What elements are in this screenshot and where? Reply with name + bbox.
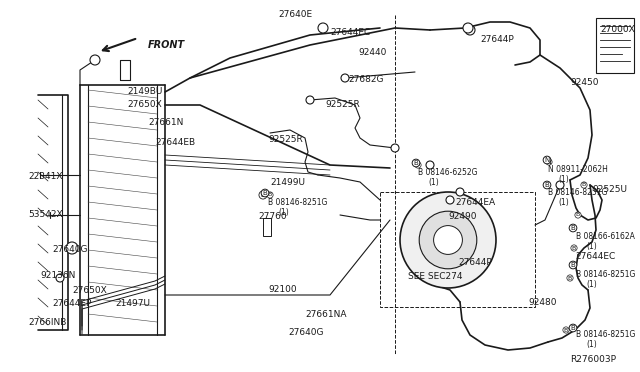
Text: 92440: 92440 [358, 48, 387, 57]
Text: (1): (1) [586, 280, 596, 289]
Text: B: B [571, 262, 575, 268]
Circle shape [306, 96, 314, 104]
Text: 27640G: 27640G [52, 245, 88, 254]
Circle shape [56, 274, 64, 282]
Text: (1): (1) [278, 208, 289, 217]
Text: B: B [568, 276, 572, 280]
Text: 27644EC: 27644EC [330, 28, 371, 37]
Text: 2149BU: 2149BU [127, 87, 163, 96]
Text: B 08146-8251G: B 08146-8251G [268, 198, 328, 207]
Text: B: B [545, 182, 549, 188]
Text: 92450: 92450 [570, 78, 598, 87]
Circle shape [434, 225, 463, 254]
Circle shape [391, 144, 399, 152]
Text: N 08911-2062H: N 08911-2062H [548, 165, 608, 174]
Text: B: B [564, 327, 568, 333]
Text: FRONT: FRONT [148, 40, 185, 50]
Circle shape [463, 23, 473, 33]
Bar [380, 192, 535, 307]
Text: R276003P: R276003P [570, 355, 616, 364]
Text: 27644EP: 27644EP [52, 299, 92, 308]
Text: (1): (1) [586, 242, 596, 251]
Text: B: B [572, 246, 576, 250]
Text: 92525U: 92525U [592, 185, 627, 194]
Text: 27661NA: 27661NA [305, 310, 346, 319]
Text: 27644P: 27644P [458, 258, 492, 267]
Text: 92490: 92490 [448, 212, 477, 221]
Text: 92480: 92480 [528, 298, 557, 307]
Text: 27000X: 27000X [600, 25, 635, 34]
Circle shape [341, 74, 349, 82]
Text: B: B [262, 190, 268, 196]
Text: B 08146-8251G: B 08146-8251G [576, 330, 636, 339]
Circle shape [465, 25, 475, 35]
Text: B: B [582, 183, 586, 187]
Text: 27644EA: 27644EA [455, 198, 495, 207]
Text: 92100: 92100 [268, 285, 296, 294]
Text: B 08146-8251G: B 08146-8251G [576, 270, 636, 279]
Text: 92525R: 92525R [325, 100, 360, 109]
Text: B: B [416, 163, 420, 167]
Text: B: B [413, 160, 419, 166]
Circle shape [446, 196, 454, 204]
Text: 21497U: 21497U [115, 299, 150, 308]
Text: 27650X: 27650X [72, 286, 107, 295]
Text: B 08146-6252G: B 08146-6252G [418, 168, 477, 177]
Text: (1): (1) [558, 175, 569, 184]
Text: 92136N: 92136N [40, 271, 76, 280]
Text: B: B [268, 192, 272, 198]
FancyBboxPatch shape [596, 18, 634, 73]
Text: 27644EC: 27644EC [575, 252, 615, 261]
Text: 22341X: 22341X [28, 172, 63, 181]
Circle shape [426, 161, 434, 169]
Text: 27760: 27760 [258, 212, 287, 221]
Circle shape [400, 192, 496, 288]
Text: B: B [576, 212, 580, 218]
Text: 27650X: 27650X [127, 100, 162, 109]
Text: (1): (1) [428, 178, 439, 187]
Text: N: N [545, 157, 550, 163]
Circle shape [66, 242, 78, 254]
Text: 92525R: 92525R [268, 135, 303, 144]
Circle shape [556, 181, 564, 189]
Text: SEE SEC274: SEE SEC274 [408, 272, 463, 281]
Text: (1): (1) [586, 340, 596, 349]
Text: 27661N: 27661N [148, 118, 184, 127]
Text: 27682G: 27682G [348, 75, 383, 84]
Text: B 08166-6162A: B 08166-6162A [576, 232, 635, 241]
Text: B 08146-8251G: B 08146-8251G [548, 188, 607, 197]
Bar [263, 218, 271, 236]
Text: N: N [547, 160, 552, 164]
Text: 27644EB: 27644EB [155, 138, 195, 147]
Circle shape [318, 23, 328, 33]
Text: B: B [571, 225, 575, 231]
Text: B: B [260, 192, 266, 198]
Text: 53542X: 53542X [28, 210, 63, 219]
Circle shape [419, 211, 477, 269]
Circle shape [90, 55, 100, 65]
Text: (1): (1) [558, 198, 569, 207]
Text: B: B [571, 325, 575, 331]
Text: 2766INB: 2766INB [28, 318, 67, 327]
Circle shape [456, 188, 464, 196]
Text: 27640G: 27640G [288, 328, 323, 337]
Text: 27640E: 27640E [278, 10, 312, 19]
Text: 27644P: 27644P [480, 35, 514, 44]
Text: 21499U: 21499U [270, 178, 305, 187]
